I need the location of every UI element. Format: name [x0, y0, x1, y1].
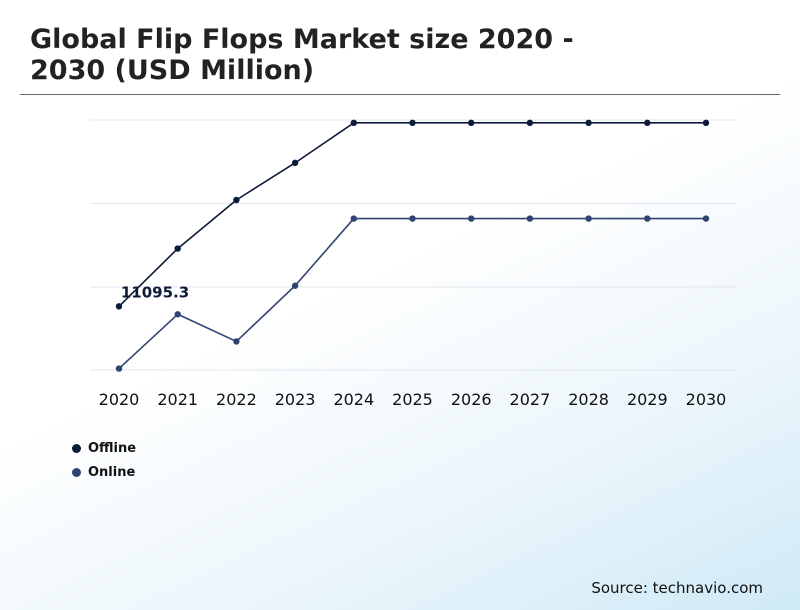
series-line-offline [118, 122, 706, 307]
data-point-offline-2029 [644, 119, 651, 127]
x-tick-label-2020: 2020 [99, 390, 140, 409]
legend-item-online[interactable]: Online [72, 460, 136, 484]
data-point-offline-2023 [291, 159, 299, 167]
data-point-online-2021 [174, 311, 181, 318]
legend-item-offline[interactable]: Offline [72, 436, 136, 460]
data-point-online-2023 [291, 282, 299, 289]
series-line-online [118, 217, 706, 370]
data-point-offline-2021 [174, 245, 181, 252]
data-point-online-2024 [350, 215, 357, 222]
data-point-offline-2030 [702, 119, 710, 127]
data-point-offline-2025 [409, 119, 416, 127]
x-tick-label-2026: 2026 [451, 390, 492, 409]
source-credit: Source: technavio.com [591, 579, 763, 597]
chart-legend: Offline Online [72, 436, 136, 484]
data-point-offline-2028 [585, 119, 592, 127]
data-point-online-2027 [526, 215, 534, 222]
data-point-offline-2027 [526, 119, 534, 127]
title-divider [20, 94, 780, 95]
x-tick-label-2027: 2027 [510, 390, 551, 409]
data-point-offline-2022 [233, 196, 240, 204]
legend-label-online: Online [88, 464, 136, 480]
x-tick-label-2028: 2028 [568, 390, 609, 409]
data-point-online-2026 [468, 215, 475, 222]
data-point-online-2022 [233, 338, 240, 345]
chart-title: Global Flip Flops Market size 2020 - 203… [30, 24, 574, 86]
data-point-online-2029 [644, 215, 651, 222]
x-tick-label-2024: 2024 [333, 390, 374, 409]
x-tick-label-2025: 2025 [392, 390, 433, 409]
legend-swatch-offline [72, 443, 81, 453]
x-tick-label-2030: 2030 [686, 390, 727, 409]
line-chart: 2020 2021 2022 2023 2024 2025 2026 2027 2028 2029… [90, 119, 736, 409]
data-label-0: 11095.3 [121, 283, 189, 301]
legend-swatch-online [72, 467, 81, 477]
legend-label-offline: Offline [88, 440, 137, 456]
x-tick-label-2029: 2029 [627, 390, 668, 409]
data-point-offline-2020 [115, 303, 123, 310]
data-point-online-2030 [702, 215, 710, 222]
data-point-offline-2024 [350, 119, 357, 127]
data-point-offline-2026 [468, 119, 475, 127]
data-point-online-2020 [115, 365, 123, 372]
x-tick-label-2022: 2022 [216, 390, 257, 409]
x-tick-label-2021: 2021 [157, 390, 198, 409]
data-point-online-2025 [409, 215, 416, 222]
data-point-online-2028 [585, 215, 592, 222]
x-tick-label-2023: 2023 [275, 390, 316, 409]
